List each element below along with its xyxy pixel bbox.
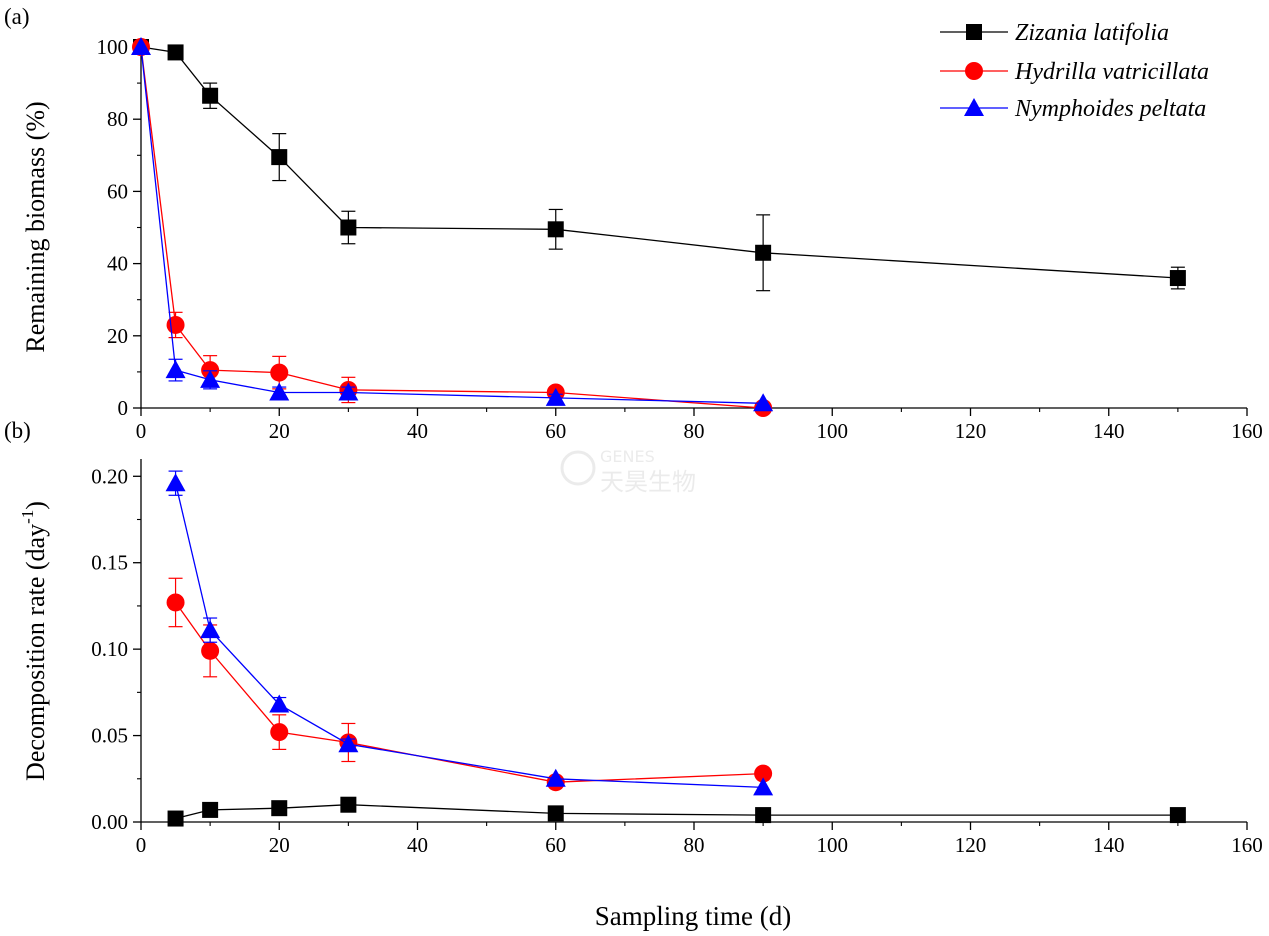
panel-b-hydrilla-point [270, 723, 289, 742]
panel-b-zizania-point [271, 800, 288, 817]
panel-b-y-tick-label: 0.00 [91, 810, 128, 834]
panel-b-zizania-series [167, 796, 1186, 827]
panel-a-x-tick-label: 120 [955, 419, 987, 443]
panel-b-hydrilla-point [166, 593, 185, 612]
panel-b-zizania-point [755, 807, 772, 824]
panel-b-nymphoides-point [200, 620, 221, 639]
panel-a-nymphoides-point [165, 360, 186, 379]
panel-a: (a) Remaining biomass (%) 0 20 40 60 80 100 12… [4, 4, 1263, 443]
panel-b-hydrilla-series [166, 577, 773, 792]
panel-a-nymphoides-point [338, 382, 359, 401]
panel-b-y-tick-label: 0.20 [91, 464, 128, 488]
panel-a-x-tick-label: 140 [1093, 419, 1125, 443]
panel-b-nymphoides-series [165, 470, 774, 796]
watermark-small-text: GENES [600, 447, 655, 466]
panel-b-x-tick-label: 20 [269, 833, 290, 857]
panel-a-x-tick-label: 80 [684, 419, 705, 443]
panel-a-x-tick-label: 40 [407, 419, 428, 443]
panel-a-zizania-point [340, 219, 357, 236]
watermark-logo-icon [560, 450, 596, 486]
panel-b-zizania-point [167, 810, 184, 827]
panel-a-nymphoides-series [131, 37, 774, 412]
panel-b-y-axis-label-main: Decomposition rate (day [21, 524, 50, 781]
panel-b-x-tick-label: 60 [545, 833, 566, 857]
panel-a-x-tick-label: 60 [545, 419, 566, 443]
panel-b-nymphoides-point [269, 694, 290, 713]
panel-a-nymphoides-point [131, 37, 151, 55]
panel-a-zizania-point [271, 149, 288, 166]
panel-b-nymphoides-point [753, 777, 774, 796]
panel-a-hydrilla-point [270, 363, 289, 382]
panel-b-x-tick-label: 140 [1093, 833, 1125, 857]
panel-a-hydrilla-point [166, 315, 185, 334]
panel-b-y-axis-label-close: ) [21, 501, 50, 510]
panel-b-y-tick-label: 0.05 [91, 724, 128, 748]
panel-b-hydrilla-point [754, 764, 773, 783]
panel-a-hydrilla-series [132, 38, 773, 417]
legend-label-zizania: Zizania latifolia [1015, 20, 1169, 46]
panel-b-zizania-point [547, 805, 564, 822]
panel-b-x-tick-label: 120 [955, 833, 987, 857]
panel-b-zizania-point [1169, 807, 1186, 824]
panel-b-zizania-line [175, 804, 1178, 820]
panel-b-series [165, 470, 1186, 827]
panel-b-label: (b) [4, 418, 31, 443]
panel-a-zizania-point [547, 221, 564, 238]
panel-a-zizania-point [1169, 270, 1186, 287]
panel-a-nymphoides-point [545, 387, 566, 406]
legend-marker-nymphoides [964, 98, 984, 116]
panel-b-zizania-point [202, 801, 219, 818]
panel-b-x-tick-label: 0 [136, 833, 147, 857]
panel-a-nymphoides-point [200, 369, 221, 388]
panel-b-hydrilla-line [175, 602, 764, 783]
panel-a-x-tick-label: 0 [136, 419, 147, 443]
panel-a-y-axis-label: Remaining biomass (%) [21, 101, 50, 352]
panel-a-y-tick-label: 20 [107, 324, 128, 348]
panel-a-y-tick-label: 100 [97, 35, 129, 59]
x-axis-title: Sampling time (d) [595, 901, 791, 931]
panel-b-hydrilla-point [201, 641, 220, 660]
panel-a-y-tick-label: 40 [107, 252, 128, 276]
watermark: GENES 天昊生物 [560, 447, 696, 496]
panel-b-y-axis-label: Decomposition rate (day-1) [18, 501, 50, 781]
panel-b-nymphoides-point [165, 473, 186, 492]
panel-a-series [131, 37, 1186, 417]
panel-a-x-tick-label: 160 [1231, 419, 1263, 443]
panel-a-zizania-point [202, 87, 219, 104]
panel-a-nymphoides-point [269, 382, 290, 401]
legend-label-hydrilla: Hydrilla vatricillata [1014, 59, 1209, 85]
panel-a-nymphoides-point [753, 393, 774, 412]
panel-a-x-tick-label: 100 [817, 419, 849, 443]
panel-b-nymphoides-point [545, 768, 566, 787]
panel-a-y-tick-label: 0 [118, 396, 129, 420]
panel-b-axes: 0 20 40 60 80 100 120 140 160 0.00 0.05 0.10 0.15 0.2… [91, 459, 1263, 857]
legend-label-nymphoides: Nymphoides peltata [1014, 96, 1206, 122]
panel-a-y-tick-label: 80 [107, 107, 128, 131]
panel-a-nymphoides-line [140, 46, 764, 404]
panel-b-nymphoides-line [174, 483, 764, 789]
panel-b-x-tick-label: 40 [407, 833, 428, 857]
legend: Zizania latifolia Hydrilla vatricillata … [940, 20, 1209, 122]
panel-a-y-tick-label: 60 [107, 179, 128, 203]
panel-a-zizania-point [167, 44, 184, 61]
panel-b-x-tick-label: 160 [1231, 833, 1263, 857]
panel-b-zizania-point [340, 796, 357, 813]
panel-a-x-tick-label: 20 [269, 419, 290, 443]
panel-b-y-axis-label-sup: -1 [18, 510, 37, 524]
watermark-large-text: 天昊生物 [600, 468, 696, 496]
legend-marker-hydrilla [965, 62, 983, 80]
panel-b-y-tick-label: 0.10 [91, 637, 128, 661]
panel-b-x-tick-label: 80 [684, 833, 705, 857]
panel-b-x-tick-label: 100 [817, 833, 849, 857]
panel-b-nymphoides-point [338, 734, 359, 753]
panel-a-zizania-point [755, 244, 772, 261]
legend-marker-zizania [966, 24, 982, 40]
panel-b: (b) Decomposition rate (day-1) 0 20 40 60 80… [4, 418, 1263, 857]
panel-a-hydrilla-line [140, 46, 764, 409]
panel-b-y-tick-label: 0.15 [91, 551, 128, 575]
panel-a-axes: 0 20 40 60 80 100 120 140 160 0 20 40 60 80 100 [97, 35, 1263, 443]
panel-a-label: (a) [4, 4, 30, 29]
